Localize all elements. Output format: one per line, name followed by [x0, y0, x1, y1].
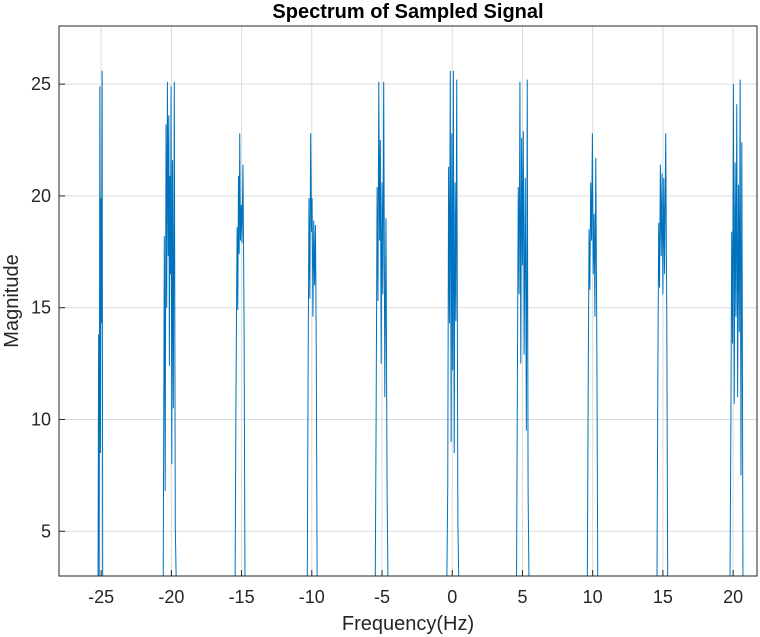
x-axis-label: Frequency(Hz) [342, 613, 474, 635]
x-tick-label: 15 [653, 587, 673, 607]
x-axis: -25 -20 -15 -10 -5 0 5 10 15 20 [88, 570, 743, 607]
x-tick-label: 10 [583, 587, 603, 607]
y-tick-label: 20 [31, 186, 51, 206]
plot-area [97, 70, 744, 576]
x-tick-label: -5 [374, 587, 390, 607]
x-tick-label: -20 [158, 587, 184, 607]
chart-title: Spectrum of Sampled Signal [272, 1, 543, 23]
y-tick-label: 5 [41, 521, 51, 541]
y-tick-label: 10 [31, 409, 51, 429]
series-line [97, 70, 744, 576]
x-tick-label: 0 [447, 587, 457, 607]
plot-frame [58, 25, 758, 577]
x-tick-label: -10 [299, 587, 325, 607]
x-tick-label: -25 [88, 587, 114, 607]
x-tick-label: 5 [517, 587, 527, 607]
y-tick-label: 25 [31, 74, 51, 94]
x-tick-label: 20 [723, 587, 743, 607]
y-axis: 5 10 15 20 25 [31, 74, 65, 541]
y-axis-label: Magnitude [1, 254, 23, 347]
y-tick-label: 15 [31, 298, 51, 318]
x-tick-label: -15 [229, 587, 255, 607]
